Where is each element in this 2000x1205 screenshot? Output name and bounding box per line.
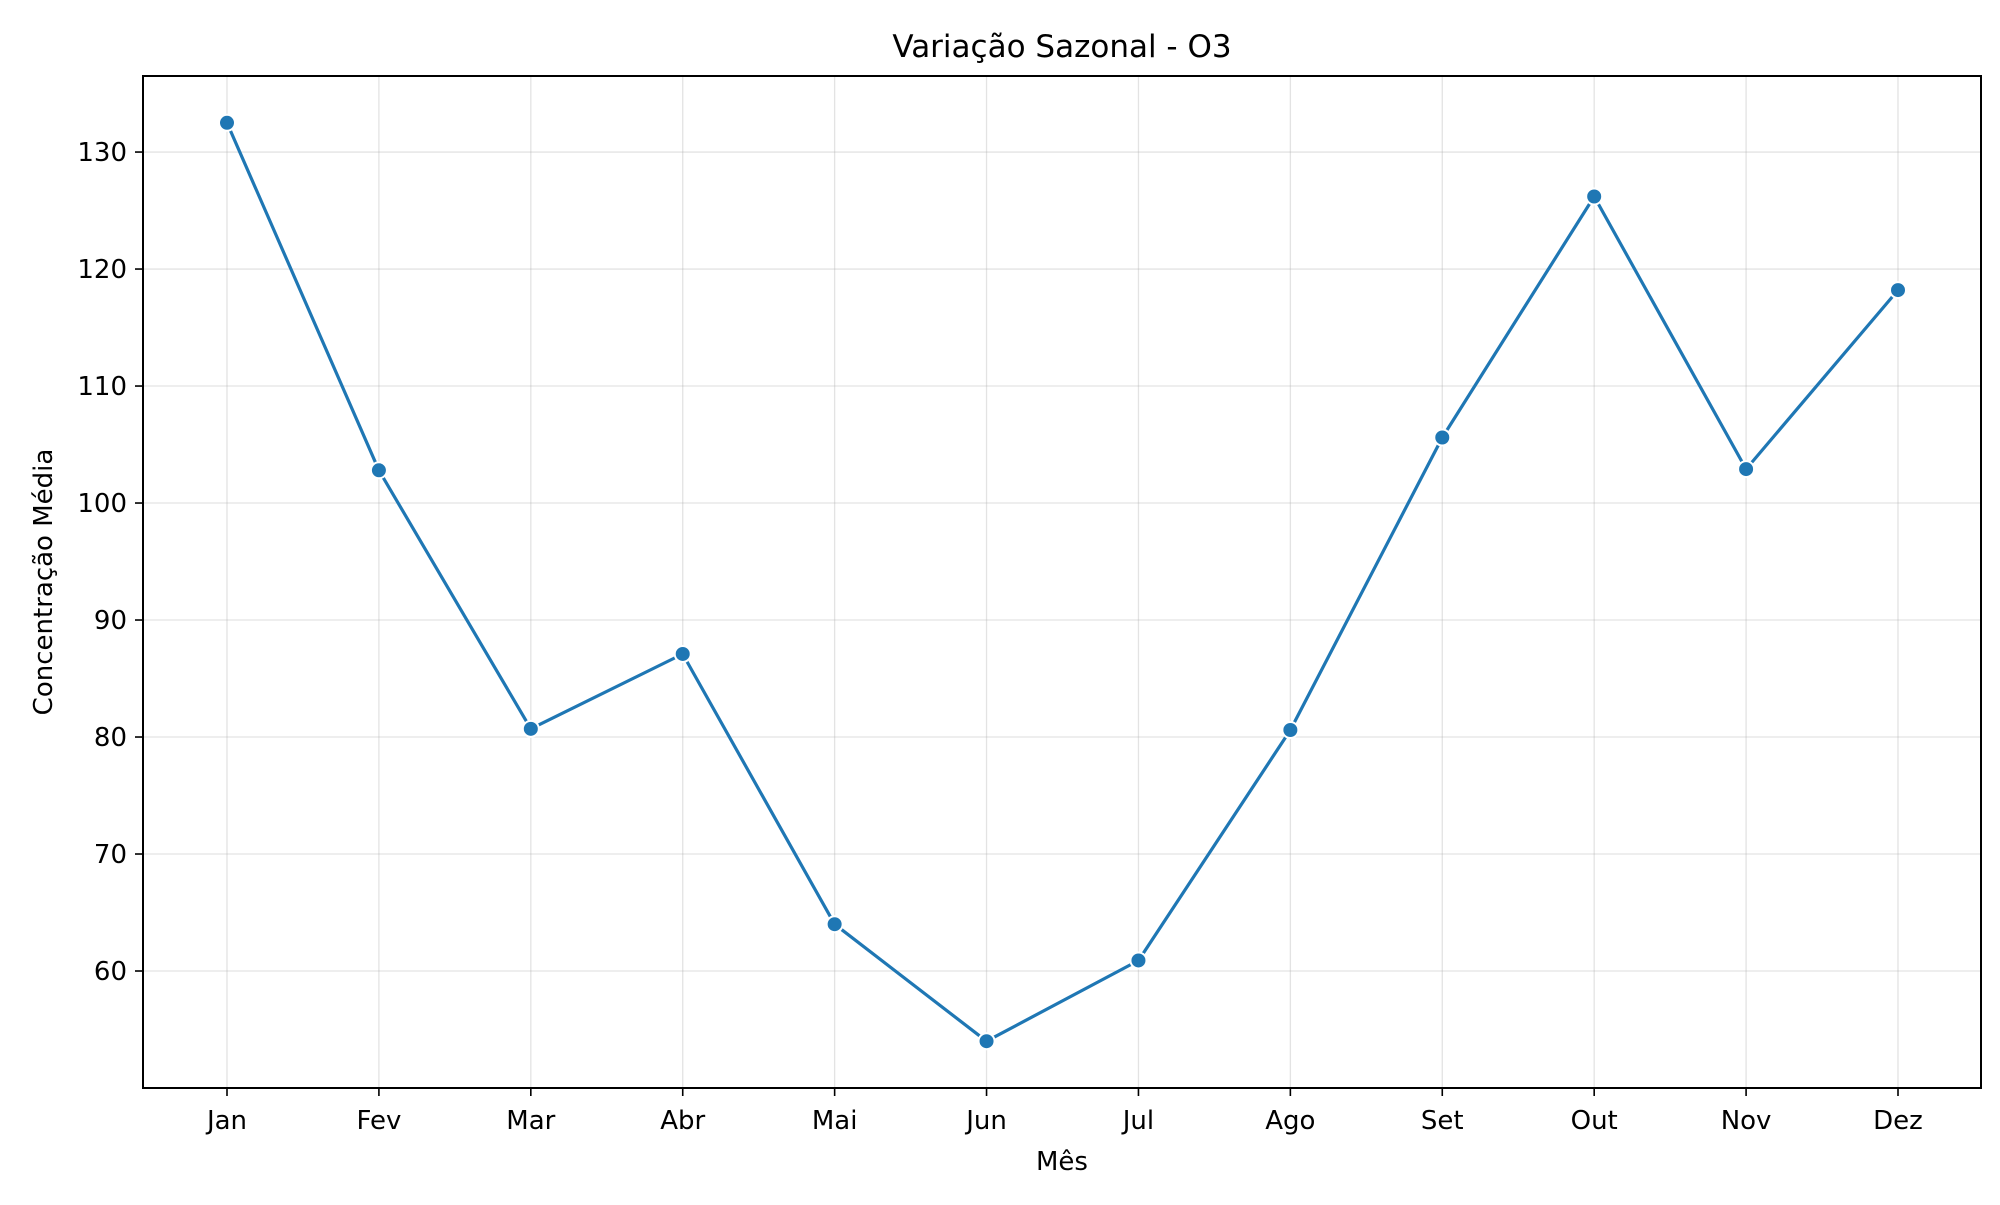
data-point-mai (825, 915, 844, 934)
data-point-out (1585, 187, 1604, 206)
data-point-nov (1737, 460, 1756, 479)
x-axis-title: Mês (1036, 1147, 1088, 1177)
x-tick-label: Mar (506, 1106, 555, 1136)
y-tick-label: 120 (77, 255, 127, 285)
x-tick-label: Jan (205, 1106, 247, 1136)
y-tick-label: 70 (94, 840, 127, 870)
data-point-mar (521, 719, 540, 738)
y-tick-label: 90 (94, 606, 127, 636)
x-tick-label: Set (1421, 1106, 1464, 1136)
x-tick-label: Jul (1121, 1106, 1154, 1136)
chart-title: Variação Sazonal - O3 (892, 29, 1231, 65)
series-line-group (225, 121, 1900, 1043)
x-axis: Jan Fev Mar Abr Mai Jun Jul Ago Set Out Nov Dez (205, 1088, 1923, 1136)
x-tick-label: Nov (1721, 1106, 1772, 1136)
data-point-ago (1281, 720, 1300, 739)
grid (143, 76, 1981, 1088)
data-point-jun (977, 1032, 996, 1051)
series-line (225, 121, 1900, 1043)
x-tick-label: Jun (964, 1106, 1007, 1136)
y-tick-label: 80 (94, 723, 127, 753)
data-point-jul (1129, 951, 1148, 970)
y-tick-label: 60 (94, 957, 127, 987)
plot-area-frame (142, 75, 1982, 1089)
y-axis-title: Concentração Média (29, 449, 59, 716)
data-point-abr (673, 644, 692, 663)
data-point-set (1433, 428, 1452, 447)
data-point-fev (369, 461, 388, 480)
data-markers (218, 113, 1907, 1051)
y-axis: 60 70 80 90 100 110 120 130 (77, 138, 143, 987)
y-tick-label: 130 (77, 138, 127, 168)
data-point-jan (218, 113, 236, 132)
y-tick-label: 110 (77, 372, 127, 402)
data-point-dez (1889, 281, 1907, 300)
x-tick-label: Ago (1265, 1106, 1315, 1136)
x-tick-label: Dez (1873, 1106, 1923, 1136)
x-tick-label: Fev (356, 1106, 401, 1136)
y-tick-label: 100 (77, 489, 127, 519)
x-tick-label: Abr (660, 1106, 705, 1136)
x-tick-label: Mai (812, 1106, 858, 1136)
x-tick-label: Out (1571, 1106, 1618, 1136)
